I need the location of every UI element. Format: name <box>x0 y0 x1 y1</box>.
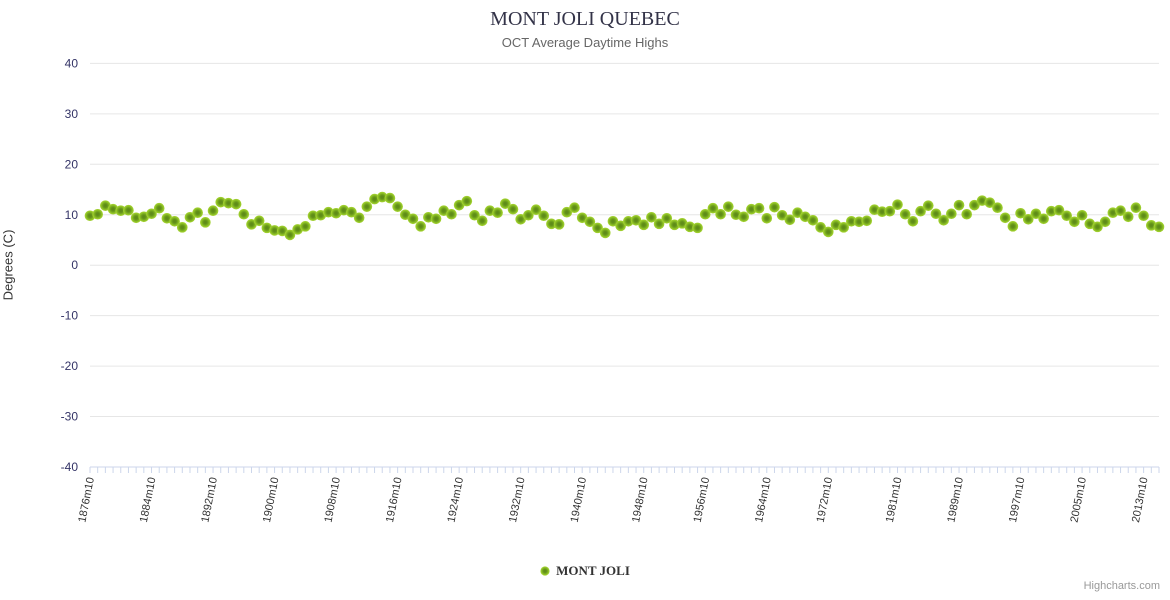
svg-text:10: 10 <box>65 208 79 222</box>
svg-text:-20: -20 <box>61 359 79 373</box>
svg-text:1989m10: 1989m10 <box>945 476 966 523</box>
svg-text:-30: -30 <box>61 410 79 424</box>
svg-text:1964m10: 1964m10 <box>753 476 774 523</box>
svg-text:1876m10: 1876m10 <box>76 476 97 523</box>
svg-text:1900m10: 1900m10 <box>261 476 282 523</box>
svg-text:30: 30 <box>65 107 79 121</box>
svg-text:2005m10: 2005m10 <box>1069 476 1090 523</box>
svg-text:1892m10: 1892m10 <box>199 476 220 523</box>
svg-text:1948m10: 1948m10 <box>630 476 651 523</box>
svg-text:1972m10: 1972m10 <box>815 476 836 523</box>
svg-text:20: 20 <box>65 157 79 171</box>
svg-text:-40: -40 <box>61 460 79 474</box>
svg-text:1932m10: 1932m10 <box>507 476 528 523</box>
svg-text:1924m10: 1924m10 <box>446 476 467 523</box>
svg-text:1956m10: 1956m10 <box>692 476 713 523</box>
svg-text:0: 0 <box>71 258 78 272</box>
svg-text:1908m10: 1908m10 <box>323 476 344 523</box>
svg-text:-10: -10 <box>61 309 79 323</box>
svg-text:1997m10: 1997m10 <box>1007 476 1028 523</box>
svg-text:1981m10: 1981m10 <box>884 476 905 523</box>
svg-text:1884m10: 1884m10 <box>138 476 159 523</box>
svg-text:40: 40 <box>65 56 79 70</box>
svg-text:2013m10: 2013m10 <box>1130 476 1151 523</box>
svg-text:1916m10: 1916m10 <box>384 476 405 523</box>
svg-text:1940m10: 1940m10 <box>569 476 590 523</box>
